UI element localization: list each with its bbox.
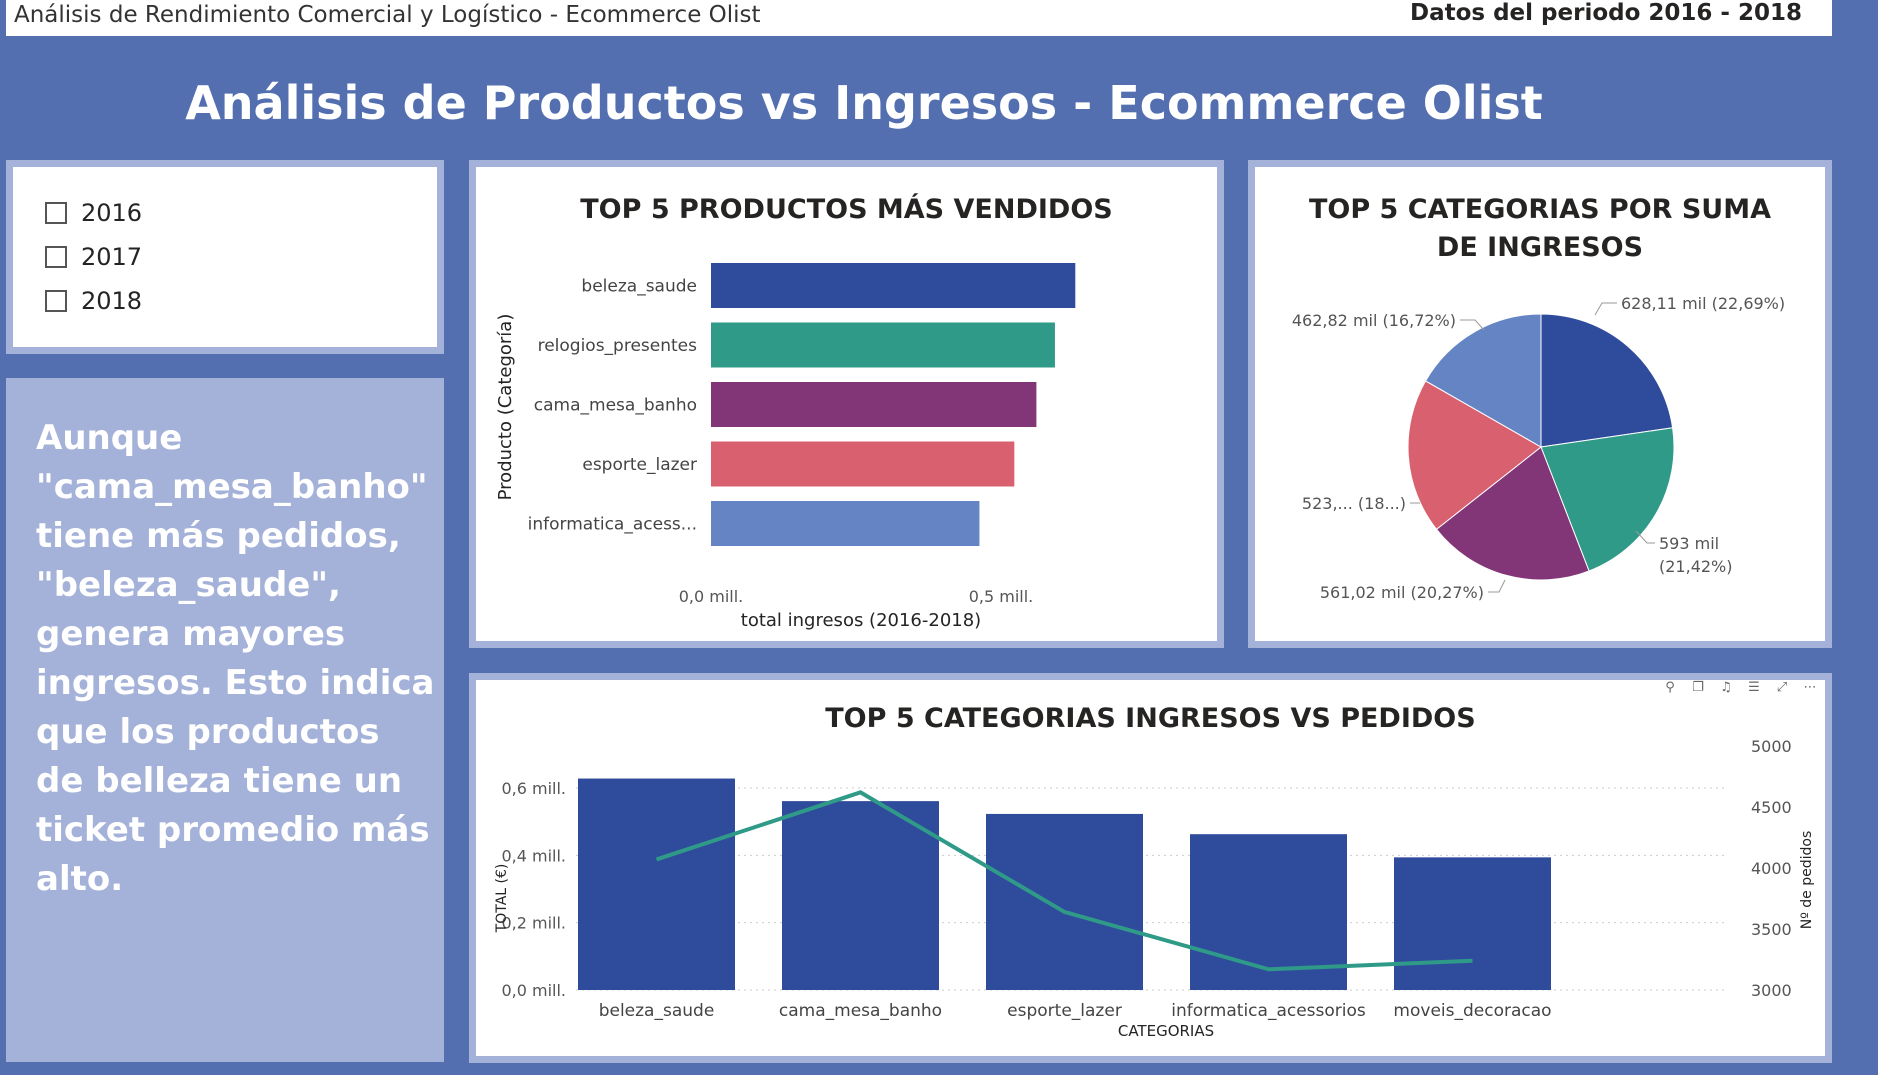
bar-3	[1190, 834, 1347, 990]
report-subtitle: Análisis de Rendimiento Comercial y Logí…	[14, 2, 761, 28]
y-tick-label: 0,2 mill.	[501, 914, 566, 933]
chart-title: TOP 5 CATEGORIAS POR SUMA DE INGRESOS	[1309, 194, 1771, 263]
x-tick-label: 0,0 mill.	[679, 587, 744, 606]
y-tick-label: 0,0 mill.	[501, 981, 566, 1000]
orders-line	[655, 790, 1473, 972]
leader-line	[1635, 530, 1655, 544]
bar-2	[711, 382, 1037, 427]
alert-icon[interactable]: ♫	[1720, 680, 1732, 695]
top5-products-chart[interactable]: TOP 5 PRODUCTOS MÁS VENDIDOS beleza_saud…	[469, 160, 1224, 648]
y2-tick-label: 4000	[1751, 859, 1792, 878]
page-title: Análisis de Productos vs Ingresos - Ecom…	[0, 76, 1878, 130]
leader-line	[1460, 319, 1485, 331]
data-label: 462,82 mil (16,72%)	[1292, 311, 1456, 330]
bar-2	[986, 813, 1143, 990]
insight-text: Aunque "cama_mesa_banho" tiene más pedid…	[36, 418, 435, 899]
x-tick-label: 0,5 mill.	[969, 587, 1034, 606]
chart-title: TOP 5 CATEGORIAS INGRESOS VS PEDIDOS	[825, 703, 1476, 734]
top-bar: Análisis de Rendimiento Comercial y Logí…	[6, 0, 1832, 36]
x-axis-label: total ingresos (2016-2018)	[741, 610, 981, 631]
bar-0	[711, 263, 1076, 308]
bar-4	[711, 501, 980, 546]
bar-4	[1394, 857, 1551, 990]
bar-1	[782, 801, 939, 990]
category-label: informatica_acess...	[528, 515, 697, 535]
checkbox[interactable]	[45, 246, 67, 268]
data-label: 593 mil	[1659, 534, 1719, 553]
y-axis-label: TOTAL (€)	[494, 864, 510, 934]
y2-axis-label: Nº de pedidos	[1799, 831, 1815, 930]
slicer-option-2018[interactable]: 2018	[45, 287, 142, 315]
insight-card: Aunque "cama_mesa_banho" tiene más pedid…	[6, 378, 444, 1062]
more-icon[interactable]: ⋯	[1803, 680, 1817, 695]
bar-3	[711, 441, 1015, 487]
slicer-option-label: 2016	[81, 199, 143, 227]
leader-line	[1594, 302, 1617, 316]
focus-icon[interactable]: ⤢	[1776, 680, 1788, 695]
checkbox[interactable]	[45, 202, 67, 224]
category-label: moveis_decoracao	[1393, 1001, 1551, 1021]
y2-tick-label: 5000	[1751, 737, 1792, 756]
category-label: cama_mesa_banho	[534, 396, 697, 416]
visual-header: ⚲ ❐ ♫ ☰ ⤢ ⋯	[1661, 680, 1819, 695]
chart-title: TOP 5 PRODUCTOS MÁS VENDIDOS	[580, 194, 1113, 225]
combo-chart-svg: 0,0 mill. 0,2 mill. 0,4 mill. 0,6 mill. 3000…	[494, 737, 1815, 1040]
data-label: (21,42%)	[1659, 557, 1733, 576]
pin-icon[interactable]: ⚲	[1665, 680, 1675, 695]
y-tick-label: 0,6 mill.	[501, 779, 566, 798]
slicer-option-2016[interactable]: 2016	[45, 199, 142, 227]
hbar-chart-svg: beleza_saude relogios_presentes cama_mesa_…	[495, 263, 1076, 631]
slicer-option-label: 2017	[81, 243, 143, 271]
data-label: 561,02 mil (20,27%)	[1320, 583, 1484, 602]
period-label: Datos del periodo 2016 - 2018	[1409, 0, 1802, 26]
leader-line	[1488, 579, 1506, 593]
category-label: relogios_presentes	[538, 336, 698, 356]
top5-categories-pie-chart[interactable]: TOP 5 CATEGORIAS POR SUMA DE INGRESOS 62…	[1248, 160, 1832, 648]
data-label: 628,11 mil (22,69%)	[1621, 294, 1785, 313]
copy-icon[interactable]: ❐	[1692, 680, 1704, 695]
pie-chart-svg: 628,11 mil (22,69%) 593 mil (21,42%) 561,02…	[1292, 294, 1785, 602]
category-label: cama_mesa_banho	[779, 1001, 942, 1021]
data-label: 523,... (18...)	[1302, 494, 1406, 513]
pie-slice-3	[1407, 380, 1542, 530]
y-tick-label: 0,4 mill.	[501, 846, 566, 865]
category-label: esporte_lazer	[582, 455, 697, 475]
y2-tick-label: 4500	[1751, 798, 1792, 817]
bar-0	[578, 778, 735, 990]
pie-slice-1	[1540, 427, 1675, 572]
slicer-option-2017[interactable]: 2017	[45, 243, 142, 271]
category-label: beleza_saude	[581, 277, 697, 297]
bar-1	[711, 322, 1055, 368]
year-slicer: 2016 2017 2018	[6, 160, 444, 354]
filter-icon[interactable]: ☰	[1748, 680, 1760, 695]
page-title-text: Análisis de Productos vs Ingresos - Ecom…	[185, 76, 1543, 130]
pie-slice-2	[1435, 446, 1590, 581]
x-axis-label: CATEGORIAS	[1118, 1022, 1214, 1040]
category-label: beleza_saude	[599, 1001, 715, 1021]
pie-slice-0	[1540, 313, 1674, 448]
category-label: informatica_acessorios	[1171, 1001, 1366, 1021]
slicer-option-label: 2018	[81, 287, 143, 315]
y2-tick-label: 3000	[1751, 981, 1792, 1000]
top5-revenue-vs-orders-chart[interactable]: ⚲ ❐ ♫ ☰ ⤢ ⋯ TOP 5 CATEGORIAS INGRESOS VS…	[469, 673, 1832, 1063]
pie-slice-4	[1424, 313, 1542, 448]
y2-tick-label: 3500	[1751, 920, 1792, 939]
checkbox[interactable]	[45, 290, 67, 312]
category-label: esporte_lazer	[1007, 1001, 1122, 1021]
y-axis-label: Producto (Categoría)	[495, 314, 516, 501]
